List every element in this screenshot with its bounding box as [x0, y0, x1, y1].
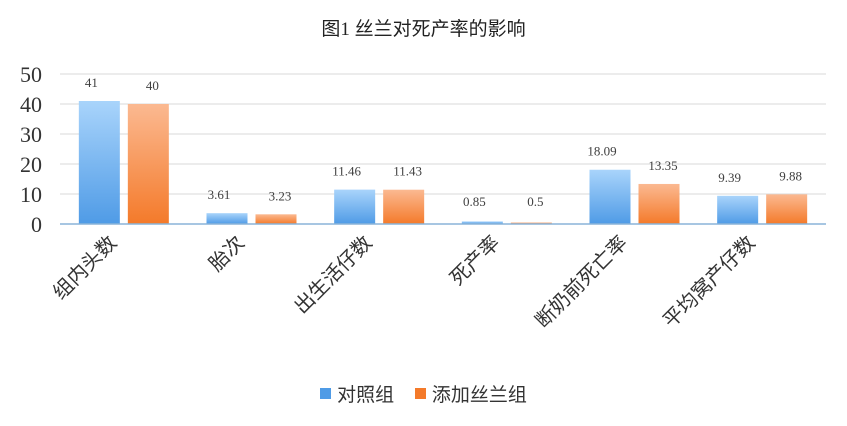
y-axis-ticks: 0 10 20 30 40 50: [20, 62, 42, 237]
bar-control-2: [334, 189, 376, 224]
bar-yucca-5: [766, 194, 808, 224]
bar-control-1: [206, 213, 248, 224]
data-labels: 41 40 3.61 3.23 11.46 11.43 0.85 0.5 18.09 13.35 9…: [85, 75, 802, 209]
bar-yucca-2: [383, 189, 425, 224]
bar-yucca-4: [638, 183, 680, 224]
legend-swatch-yucca: [414, 388, 426, 399]
data-label-control-1: 3.61: [208, 187, 231, 202]
x-tick-label-3: 死产率: [446, 231, 505, 290]
x-axis-ticks: 组内头数 胎次 出生活仔数 死产率 断奶前死亡率 平均窝产仔数: [49, 231, 760, 332]
data-label-control-5: 9.39: [718, 170, 741, 185]
bar-control-4: [589, 169, 631, 224]
legend-item-yucca: 添加丝兰组: [414, 380, 527, 407]
chart-title: 图1 丝兰对死产率的影响: [321, 19, 526, 40]
data-label-control-3: 0.85: [463, 194, 486, 209]
y-tick-label: 10: [20, 182, 42, 207]
bar-control-3: [461, 221, 503, 224]
data-label-yucca-0: 40: [146, 78, 159, 93]
data-label-yucca-5: 9.88: [779, 168, 802, 183]
y-tick-label: 0: [31, 212, 42, 237]
bar-control-0: [78, 101, 120, 224]
x-tick-label-1: 胎次: [204, 231, 249, 276]
legend-label-yucca: 添加丝兰组: [431, 385, 527, 406]
data-label-yucca-3: 0.5: [527, 194, 543, 209]
y-tick-label: 40: [20, 92, 42, 117]
data-label-yucca-1: 3.23: [269, 188, 292, 203]
bar-yucca-0: [127, 104, 169, 224]
data-label-yucca-2: 11.43: [393, 164, 422, 179]
x-tick-label-2: 出生活仔数: [290, 231, 377, 318]
data-label-control-4: 18.09: [587, 144, 616, 159]
legend-item-control: 对照组: [320, 380, 394, 407]
data-label-control-2: 11.46: [332, 164, 361, 179]
x-tick-label-0: 组内头数: [49, 231, 122, 304]
data-label-yucca-4: 13.35: [648, 158, 677, 173]
bar-yucca-1: [255, 214, 297, 224]
x-tick-label-4: 断奶前死亡率: [531, 231, 632, 332]
legend: 对照组 添加丝兰组: [0, 380, 847, 407]
y-tick-label: 30: [20, 122, 42, 147]
bar-control-5: [717, 195, 759, 224]
data-label-control-0: 41: [85, 75, 98, 90]
legend-swatch-control: [320, 388, 332, 399]
bars: [78, 101, 808, 224]
grid-lines: [60, 73, 826, 195]
x-tick-label-5: 平均窝产仔数: [659, 231, 760, 332]
y-tick-label: 20: [20, 152, 42, 177]
legend-label-control: 对照组: [337, 385, 395, 406]
y-tick-label: 50: [20, 62, 42, 87]
